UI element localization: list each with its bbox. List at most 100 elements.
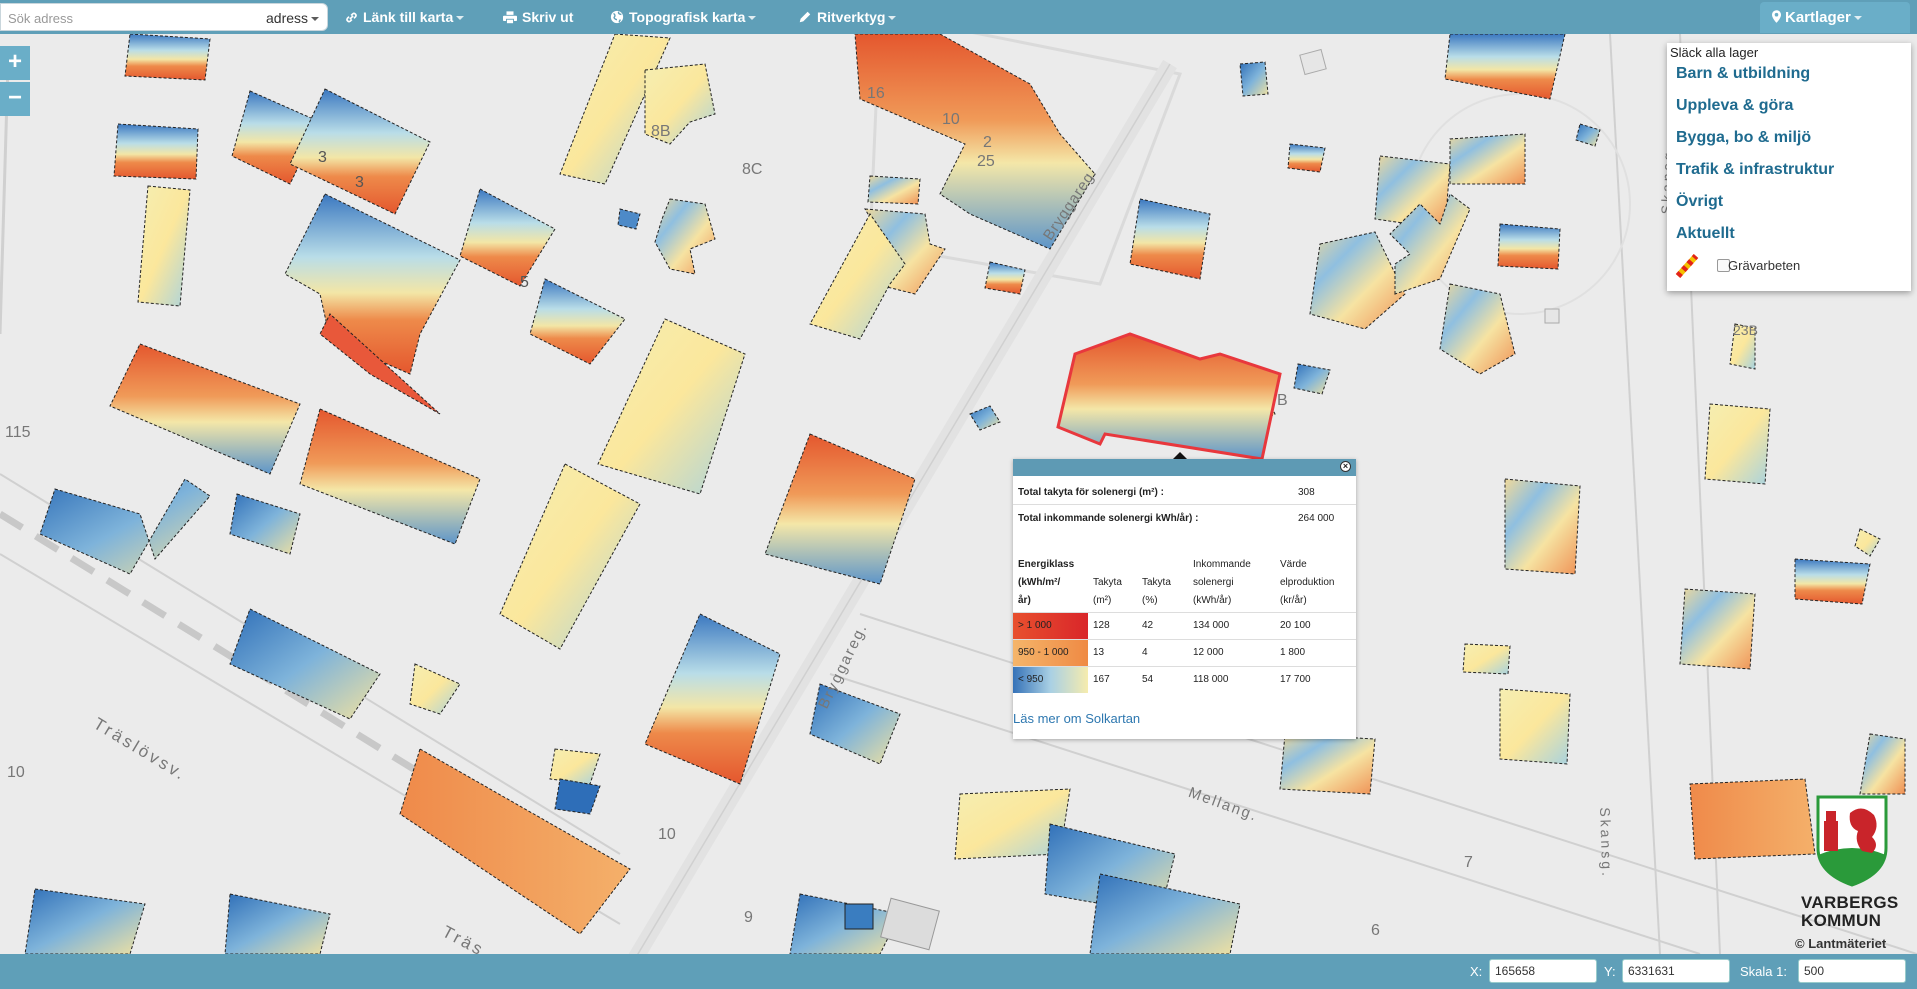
chevron-down-icon xyxy=(311,17,320,22)
popup-header: × xyxy=(1013,459,1356,476)
map-canvas[interactable]: 16 10 8B 8C Bryggareg. 115 Träslövsv. 10… xyxy=(0,34,1917,954)
map-label: 2 xyxy=(983,134,992,151)
map-label: 9 xyxy=(744,909,753,926)
turn-off-all-layers-link[interactable]: Släck alla lager xyxy=(1670,45,1759,60)
draw-tools-label: Ritverktyg xyxy=(817,9,886,25)
map-label: 8C xyxy=(742,161,763,178)
cell-energy: 12 000 xyxy=(1193,647,1224,658)
zoom-in-button[interactable]: + xyxy=(0,46,30,80)
cell-value: 1 800 xyxy=(1280,647,1306,658)
map-label: 3 xyxy=(355,174,364,191)
layer-checkbox[interactable] xyxy=(1717,259,1730,272)
link-to-map-label: Länk till karta xyxy=(363,9,454,25)
layer-category-other[interactable]: Övrigt xyxy=(1676,193,1724,210)
cell-area: 167 xyxy=(1093,674,1110,685)
header-energy-class: Energiklass (kWh/m²/år) xyxy=(1018,559,1075,606)
popup-pointer xyxy=(1173,452,1187,459)
chevron-down-icon xyxy=(748,16,757,21)
map-marker-square xyxy=(1299,48,1327,76)
chevron-down-icon xyxy=(456,16,465,21)
total-area-value: 308 xyxy=(1298,487,1315,498)
top-toolbar: adress Länk till karta Skriv ut Topograf… xyxy=(0,0,1917,34)
table-row: 950 - 1 000 13 4 12 000 1 800 xyxy=(1013,639,1356,667)
cell-value: 17 700 xyxy=(1280,674,1311,685)
cell-pct: 4 xyxy=(1142,647,1148,658)
map-label: 10 xyxy=(7,764,25,781)
total-area-label: Total takyta för solenergi (m²) : xyxy=(1018,487,1164,498)
copyright-text: © Lantmäteriet xyxy=(1795,936,1887,951)
basemap-button[interactable]: Topografisk karta xyxy=(610,0,757,34)
brand-name-line1: VARBERGS xyxy=(1801,893,1899,912)
layer-category-current[interactable]: Aktuellt xyxy=(1676,225,1735,242)
energy-class-swatch: < 950 xyxy=(1013,667,1088,693)
varberg-logo: VARBERGS KOMMUN xyxy=(1795,785,1915,935)
map-label: 10 xyxy=(658,826,676,843)
search-type-select[interactable]: adress xyxy=(266,10,320,26)
layer-item-label: Grävarbeten xyxy=(1728,258,1801,273)
map-label: B xyxy=(1277,392,1288,409)
table-row: < 950 167 54 118 000 17 700 xyxy=(1013,666,1356,694)
x-coordinate-label: X: xyxy=(1470,964,1483,979)
buildings xyxy=(24,34,1906,954)
map-layers-label: Kartlager xyxy=(1785,9,1851,26)
map-label: 7 xyxy=(1464,854,1473,871)
link-to-map-button[interactable]: Länk till karta xyxy=(345,0,465,34)
map-label: 5 xyxy=(520,274,529,291)
y-coordinate-field[interactable]: 6331631 xyxy=(1622,959,1730,983)
map-layers-button[interactable]: Kartlager xyxy=(1760,2,1910,33)
layer-category-traffic[interactable]: Trafik & infrastruktur xyxy=(1676,161,1835,178)
draw-tools-button[interactable]: Ritverktyg xyxy=(798,0,897,34)
x-coordinate-field[interactable]: 165658 xyxy=(1489,959,1597,983)
printer-icon xyxy=(503,11,517,25)
chevron-down-icon xyxy=(888,16,897,21)
link-icon xyxy=(346,12,357,23)
cell-pct: 42 xyxy=(1142,620,1154,631)
search-type-label: adress xyxy=(266,10,309,26)
search-input[interactable] xyxy=(6,8,260,28)
print-label: Skriv ut xyxy=(522,9,574,25)
header-production-value: Värde elproduktion (kr/år) xyxy=(1280,559,1335,606)
energy-class-swatch: > 1 000 xyxy=(1013,613,1088,639)
map-label: 23B xyxy=(1733,322,1758,338)
map-label: 25 xyxy=(977,153,995,170)
pencil-icon xyxy=(799,11,811,23)
selected-building-outline xyxy=(1056,332,1282,461)
zoom-out-button[interactable]: − xyxy=(0,82,30,116)
zoom-controls: + − xyxy=(0,46,30,118)
close-icon[interactable]: × xyxy=(1340,461,1351,472)
map-label: 3 xyxy=(318,149,327,166)
energy-class-swatch: 950 - 1 000 xyxy=(1013,640,1088,666)
y-coordinate-label: Y: xyxy=(1604,964,1616,979)
solar-info-popup: × Total takyta för solenergi (m²) : 308 … xyxy=(1013,452,1356,739)
total-energy-value: 264 000 xyxy=(1298,513,1335,524)
read-more-link[interactable]: Läs mer om Solkartan xyxy=(1013,711,1141,726)
map-label: 10 xyxy=(942,111,960,128)
address-search: adress xyxy=(0,3,328,31)
basemap-label: Topografisk karta xyxy=(629,9,746,25)
chevron-down-icon xyxy=(1853,16,1862,21)
map-label: 8B xyxy=(651,123,671,140)
map-label: 6 xyxy=(1371,922,1380,939)
map-label: 115 xyxy=(5,424,31,441)
cell-pct: 54 xyxy=(1142,674,1154,685)
map-graphics xyxy=(0,34,1917,954)
coordinate-bar: X: 165658 Y: 6331631 Skala 1: 500 xyxy=(0,954,1917,989)
total-energy-label: Total inkommande solenergi kWh/år) : xyxy=(1018,513,1199,524)
print-button[interactable]: Skriv ut xyxy=(503,0,573,34)
cell-area: 13 xyxy=(1093,647,1105,658)
layer-category-building[interactable]: Bygga, bo & miljö xyxy=(1676,129,1812,146)
roadwork-icon xyxy=(1675,253,1699,279)
map-layers-panel: Släck alla lager Barn & utbildning Upple… xyxy=(1667,43,1911,291)
brand-name-line2: KOMMUN xyxy=(1801,911,1882,930)
header-incoming-energy: Inkommande solenergi (kWh/år) xyxy=(1193,559,1251,606)
coat-of-arms-icon xyxy=(1816,795,1888,887)
cell-value: 20 100 xyxy=(1280,620,1311,631)
divider xyxy=(1013,504,1356,505)
map-marker-square xyxy=(844,903,874,930)
cell-area: 128 xyxy=(1093,620,1110,631)
scale-field[interactable]: 500 xyxy=(1798,959,1906,983)
layer-category-experience[interactable]: Uppleva & göra xyxy=(1676,97,1794,114)
layer-category-education[interactable]: Barn & utbildning xyxy=(1676,65,1811,82)
globe-icon xyxy=(610,10,624,24)
road-label: Skansg. xyxy=(1597,807,1616,880)
